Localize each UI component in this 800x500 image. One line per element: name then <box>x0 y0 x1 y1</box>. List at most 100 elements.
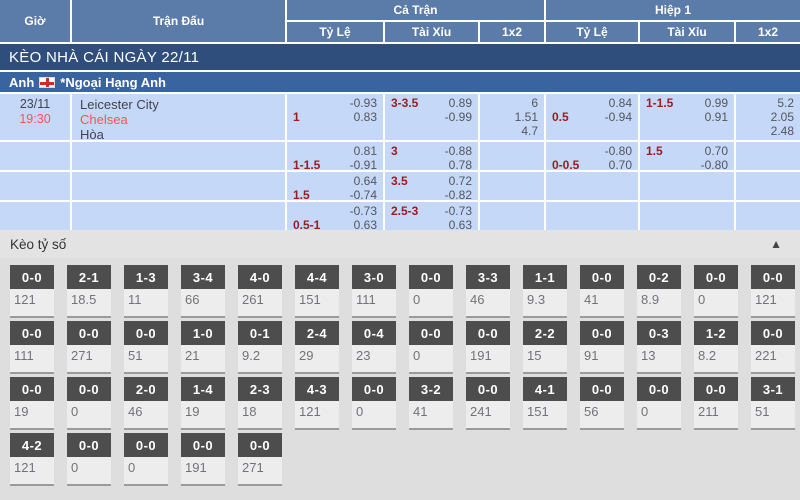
score-odds-value: 51 <box>751 401 795 430</box>
correct-score-title: Kèo tỷ số <box>10 236 67 252</box>
score-odds-cell[interactable]: 1-4 19 <box>181 377 225 430</box>
h1-over-under-cell[interactable]: 1-1.5 0.99 0.91 <box>640 94 734 140</box>
score-odds-cell[interactable]: 0-2 8.9 <box>637 265 681 318</box>
score-odds-value: 19 <box>181 401 225 430</box>
score-odds-cell[interactable]: 0-0 111 <box>10 321 54 374</box>
ft-over-under-cell[interactable]: 2.5-3 -0.73 0.63 <box>385 202 478 230</box>
score-odds-cell[interactable]: 3-0 111 <box>352 265 396 318</box>
score-odds-cell[interactable]: 0-0 56 <box>580 377 624 430</box>
score-odds-cell[interactable]: 3-1 51 <box>751 377 795 430</box>
score-odds-value: 41 <box>409 401 453 430</box>
odds-value: 0.81 <box>353 144 377 158</box>
score-odds-cell[interactable]: 2-1 18.5 <box>67 265 111 318</box>
score-odds-cell[interactable]: 0-0 191 <box>181 433 225 486</box>
odds-value: -0.73 <box>349 204 377 218</box>
score-label: 0-0 <box>10 377 54 401</box>
empty-time-cell <box>0 202 70 230</box>
score-odds-cell[interactable]: 0-0 41 <box>580 265 624 318</box>
h1-handicap-cell <box>546 172 638 200</box>
match-teams-cell[interactable]: Leicester City Chelsea Hòa <box>72 94 285 140</box>
score-odds-cell[interactable]: 2-4 29 <box>295 321 339 374</box>
score-odds-cell[interactable]: 1-1 9.3 <box>523 265 567 318</box>
score-odds-value: 18 <box>238 401 282 430</box>
score-odds-value: 121 <box>751 289 795 318</box>
subheader-ft-over-under: Tài Xỉu <box>385 22 478 42</box>
score-odds-cell[interactable]: 2-3 18 <box>238 377 282 430</box>
score-odds-cell[interactable]: 0-0 0 <box>694 265 738 318</box>
score-odds-cell[interactable]: 1-3 11 <box>124 265 168 318</box>
score-odds-cell[interactable]: 0-4 23 <box>352 321 396 374</box>
score-odds-cell[interactable]: 0-0 51 <box>124 321 168 374</box>
score-odds-value: 0 <box>409 345 453 374</box>
collapse-icon[interactable]: ▲ <box>770 237 782 251</box>
score-row: 0-0 111 0-0 271 0-0 51 1-0 21 0-1 9.2 2-… <box>10 321 800 374</box>
ft-1x2-cell <box>480 172 544 200</box>
score-odds-cell[interactable]: 0-0 271 <box>238 433 282 486</box>
score-odds-value: 0 <box>67 457 111 486</box>
score-label: 0-1 <box>238 321 282 345</box>
score-label: 0-0 <box>751 265 795 289</box>
league-bar[interactable]: Anh *Ngoại Hạng Anh <box>0 72 800 92</box>
score-odds-value: 151 <box>523 401 567 430</box>
score-odds-cell[interactable]: 0-0 121 <box>10 265 54 318</box>
ft-handicap-cell[interactable]: 0.64 1.5 -0.74 <box>287 172 383 200</box>
score-odds-cell[interactable]: 1-2 8.2 <box>694 321 738 374</box>
score-odds-cell[interactable]: 0-0 0 <box>67 433 111 486</box>
score-odds-cell[interactable]: 0-0 0 <box>637 377 681 430</box>
ft-handicap-cell[interactable]: 0.81 1-1.5 -0.91 <box>287 142 383 170</box>
ft-over-under-cell[interactable]: 3-3.5 0.89 -0.99 <box>385 94 478 140</box>
score-odds-cell[interactable]: 3-3 46 <box>466 265 510 318</box>
score-odds-cell[interactable]: 4-4 151 <box>295 265 339 318</box>
score-odds-cell[interactable]: 2-2 15 <box>523 321 567 374</box>
h1-over-under-cell[interactable]: 1.5 0.70 -0.80 <box>640 142 734 170</box>
league-country: Anh <box>9 74 35 90</box>
score-odds-value: 29 <box>295 345 339 374</box>
score-odds-cell[interactable]: 4-2 121 <box>10 433 54 486</box>
h1-handicap-cell[interactable]: 0.84 0.5 -0.94 <box>546 94 638 140</box>
ft-handicap-cell[interactable]: -0.73 0.5-1 0.63 <box>287 202 383 230</box>
h1-1x2-cell[interactable]: 5.2 2.05 2.48 <box>736 94 800 140</box>
score-odds-cell[interactable]: 4-1 151 <box>523 377 567 430</box>
score-odds-cell[interactable]: 0-0 0 <box>352 377 396 430</box>
total-line: 2.5-3 <box>391 204 419 218</box>
subheader-h1-1x2: 1x2 <box>736 22 800 42</box>
correct-score-header[interactable]: Kèo tỷ số ▲ <box>0 230 800 258</box>
score-odds-cell[interactable]: 0-0 0 <box>67 377 111 430</box>
score-odds-cell[interactable]: 0-0 0 <box>409 265 453 318</box>
score-odds-cell[interactable]: 0-3 13 <box>637 321 681 374</box>
odds-value: -0.91 <box>349 158 377 170</box>
ft-handicap-cell[interactable]: -0.93 1 0.83 <box>287 94 383 140</box>
odds-value: -0.94 <box>604 110 632 124</box>
h1-handicap-cell[interactable]: -0.80 0-0.5 0.70 <box>546 142 638 170</box>
score-odds-cell[interactable]: 0-0 211 <box>694 377 738 430</box>
score-label: 0-2 <box>637 265 681 289</box>
score-odds-cell[interactable]: 0-0 271 <box>67 321 111 374</box>
score-odds-cell[interactable]: 4-0 261 <box>238 265 282 318</box>
score-odds-value: 46 <box>466 289 510 318</box>
score-odds-cell[interactable]: 0-0 91 <box>580 321 624 374</box>
score-odds-cell[interactable]: 0-1 9.2 <box>238 321 282 374</box>
score-odds-cell[interactable]: 0-0 0 <box>124 433 168 486</box>
home-team: Leicester City <box>80 97 159 112</box>
score-odds-cell[interactable]: 1-0 21 <box>181 321 225 374</box>
total-line: 3-3.5 <box>391 96 419 110</box>
score-odds-cell[interactable]: 3-4 66 <box>181 265 225 318</box>
handicap-line: 1-1.5 <box>293 158 321 170</box>
score-odds-cell[interactable]: 0-0 19 <box>10 377 54 430</box>
score-odds-value: 51 <box>124 345 168 374</box>
score-odds-cell[interactable]: 0-0 121 <box>751 265 795 318</box>
score-odds-cell[interactable]: 4-3 121 <box>295 377 339 430</box>
score-odds-cell[interactable]: 0-0 191 <box>466 321 510 374</box>
ft-1x2-cell[interactable]: 6 1.51 4.7 <box>480 94 544 140</box>
score-odds-cell[interactable]: 3-2 41 <box>409 377 453 430</box>
ft-over-under-cell[interactable]: 3 -0.88 0.78 <box>385 142 478 170</box>
score-odds-value: 18.5 <box>67 289 111 318</box>
score-label: 0-0 <box>181 433 225 457</box>
score-odds-cell[interactable]: 0-0 221 <box>751 321 795 374</box>
score-odds-cell[interactable]: 2-0 46 <box>124 377 168 430</box>
score-odds-cell[interactable]: 0-0 241 <box>466 377 510 430</box>
score-odds-value: 111 <box>352 289 396 318</box>
score-odds-cell[interactable]: 0-0 0 <box>409 321 453 374</box>
score-label: 2-4 <box>295 321 339 345</box>
ft-over-under-cell[interactable]: 3.5 0.72 -0.82 <box>385 172 478 200</box>
